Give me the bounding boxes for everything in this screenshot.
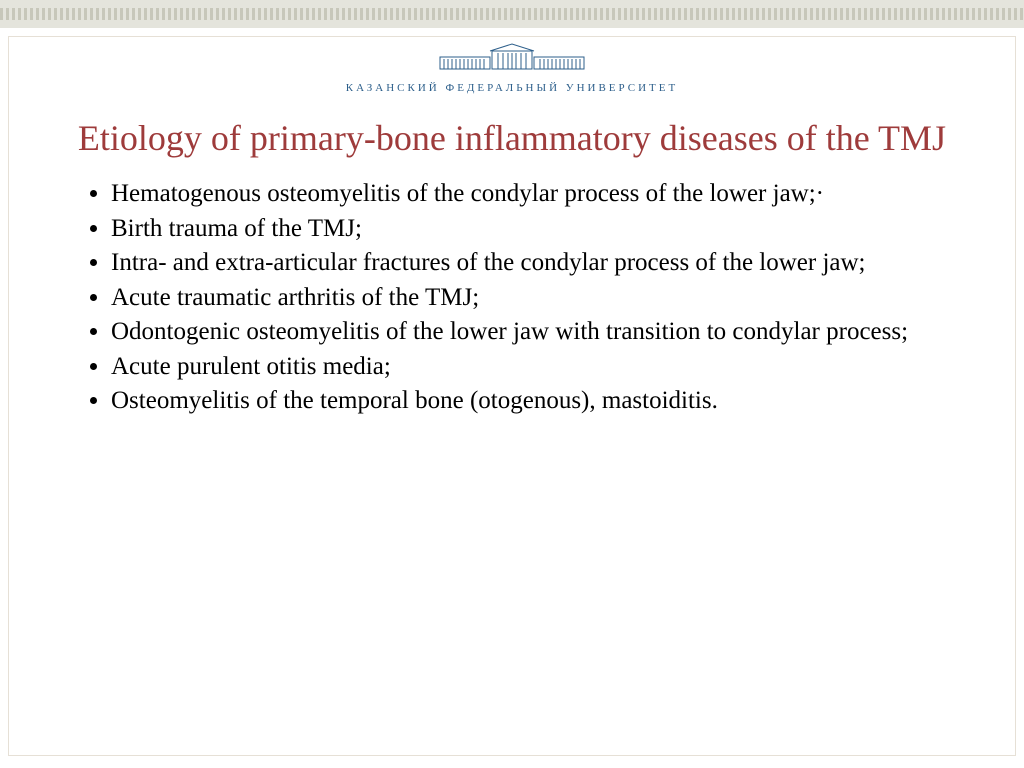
university-logo-block: КАЗАНСКИЙ ФЕДЕРАЛЬНЫЙ УНИВЕРСИТЕТ <box>59 43 965 94</box>
bullet-list: Hematogenous osteomyelitis of the condyl… <box>59 179 965 417</box>
list-item: Hematogenous osteomyelitis of the condyl… <box>111 179 965 210</box>
building-icon <box>422 43 602 78</box>
university-name: КАЗАНСКИЙ ФЕДЕРАЛЬНЫЙ УНИВЕРСИТЕТ <box>59 82 965 94</box>
list-item: Intra- and extra-articular fractures of … <box>111 248 965 279</box>
slide-title: Etiology of primary-bone inflammatory di… <box>59 116 965 161</box>
list-item: Birth trauma of the TMJ; <box>111 214 965 245</box>
list-item: Odontogenic osteomyelitis of the lower j… <box>111 317 965 348</box>
list-item: Acute purulent otitis media; <box>111 352 965 383</box>
list-item: Osteomyelitis of the temporal bone (otog… <box>111 386 965 417</box>
slide-frame: КАЗАНСКИЙ ФЕДЕРАЛЬНЫЙ УНИВЕРСИТЕТ Etiolo… <box>8 36 1016 756</box>
list-item: Acute traumatic arthritis of the TMJ; <box>111 283 965 314</box>
decorative-top-border <box>0 0 1024 28</box>
